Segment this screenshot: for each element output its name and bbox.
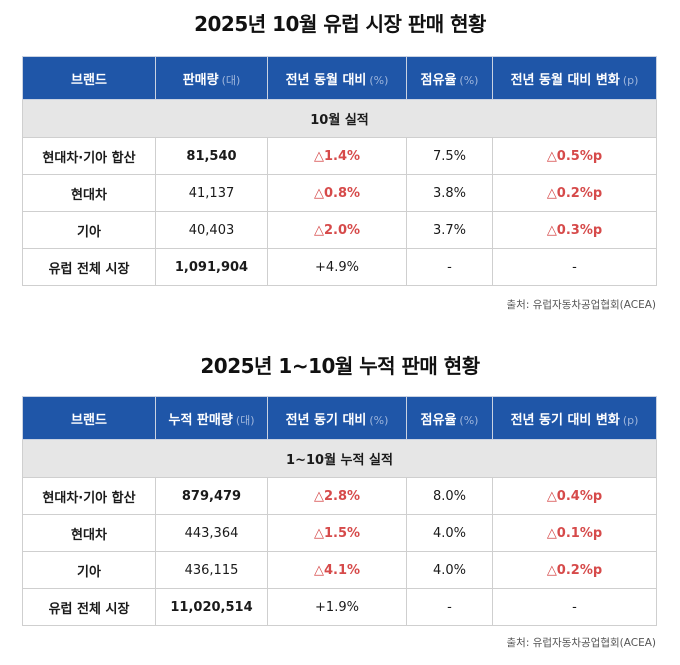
sales-cell: 1,091,904 xyxy=(155,248,268,286)
share-change-cell: △0.2%p xyxy=(492,174,657,212)
yoy-cell: +1.9% xyxy=(267,588,407,626)
share-change-cell: △0.5%p xyxy=(492,137,657,175)
share-change-cell: △0.4%p xyxy=(492,477,657,515)
sales-cell: 81,540 xyxy=(155,137,268,175)
share-cell: 3.7% xyxy=(406,211,493,249)
header-brand: 브랜드 xyxy=(22,56,156,100)
share-cell: 7.5% xyxy=(406,137,493,175)
header-share: 점유율 (%) xyxy=(406,56,493,100)
brand-cell: 현대차 xyxy=(22,174,156,212)
table-row: 기아 40,403 △2.0% 3.7% △0.3%p xyxy=(22,211,657,249)
share-cell: - xyxy=(406,588,493,626)
header-row: 브랜드 누적 판매량 (대) 전년 동기 대비 (%) 점유율 (%) 전년 동기 대… xyxy=(22,396,657,440)
table-row: 유럽 전체 시장 11,020,514 +1.9% - - xyxy=(22,588,657,626)
brand-cell: 현대차 xyxy=(22,514,156,552)
header-brand: 브랜드 xyxy=(22,396,156,440)
brand-cell: 기아 xyxy=(22,551,156,589)
share-change-cell: - xyxy=(492,248,657,286)
section-label: 10월 실적 xyxy=(22,99,657,138)
table-row: 기아 436,115 △4.1% 4.0% △0.2%p xyxy=(22,551,657,589)
section-label: 1~10월 누적 실적 xyxy=(22,439,657,478)
header-sales: 누적 판매량 (대) xyxy=(155,396,268,440)
share-cell: 8.0% xyxy=(406,477,493,515)
table-row: 현대차 443,364 △1.5% 4.0% △0.1%p xyxy=(22,514,657,552)
header-share-change: 전년 동월 대비 변화 (p) xyxy=(492,56,657,100)
table-row: 유럽 전체 시장 1,091,904 +4.9% - - xyxy=(22,248,657,286)
brand-cell: 현대차·기아 합산 xyxy=(22,137,156,175)
sales-cell: 41,137 xyxy=(155,174,268,212)
monthly-sales-title: 2025년 10월 유럽 시장 판매 현황 xyxy=(194,12,486,36)
yoy-cell: +4.9% xyxy=(267,248,407,286)
table-row: 현대차·기아 합산 81,540 △1.4% 7.5% △0.5%p xyxy=(22,137,657,175)
brand-cell: 현대차·기아 합산 xyxy=(22,477,156,515)
section-row: 10월 실적 xyxy=(22,99,657,138)
table-row: 현대차 41,137 △0.8% 3.8% △0.2%p xyxy=(22,174,657,212)
brand-cell: 기아 xyxy=(22,211,156,249)
share-cell: 4.0% xyxy=(406,551,493,589)
share-change-cell: △0.1%p xyxy=(492,514,657,552)
share-cell: 4.0% xyxy=(406,514,493,552)
brand-cell: 유럽 전체 시장 xyxy=(22,248,156,286)
cumulative-sales-table: 브랜드 누적 판매량 (대) 전년 동기 대비 (%) 점유율 (%) 전년 동기 대… xyxy=(22,396,657,626)
header-sales: 판매량 (대) xyxy=(155,56,268,100)
header-yoy: 전년 동기 대비 (%) xyxy=(267,396,407,440)
sales-cell: 436,115 xyxy=(155,551,268,589)
share-cell: 3.8% xyxy=(406,174,493,212)
table-row: 현대차·기아 합산 879,479 △2.8% 8.0% △0.4%p xyxy=(22,477,657,515)
share-change-cell: △0.2%p xyxy=(492,551,657,589)
header-yoy: 전년 동월 대비 (%) xyxy=(267,56,407,100)
header-share-change: 전년 동기 대비 변화 (p) xyxy=(492,396,657,440)
sales-cell: 11,020,514 xyxy=(155,588,268,626)
yoy-cell: △1.4% xyxy=(267,137,407,175)
cumulative-sales-title: 2025년 1~10월 누적 판매 현황 xyxy=(200,354,480,378)
yoy-cell: △1.5% xyxy=(267,514,407,552)
yoy-cell: △4.1% xyxy=(267,551,407,589)
yoy-cell: △2.0% xyxy=(267,211,407,249)
share-change-cell: - xyxy=(492,588,657,626)
yoy-cell: △0.8% xyxy=(267,174,407,212)
header-share: 점유율 (%) xyxy=(406,396,493,440)
sales-cell: 40,403 xyxy=(155,211,268,249)
header-row: 브랜드 판매량 (대) 전년 동월 대비 (%) 점유율 (%) 전년 동월 대비 변… xyxy=(22,56,657,100)
sales-cell: 443,364 xyxy=(155,514,268,552)
yoy-cell: △2.8% xyxy=(267,477,407,515)
share-change-cell: △0.3%p xyxy=(492,211,657,249)
share-cell: - xyxy=(406,248,493,286)
source-note: 출처: 유럽자동차공업협회(ACEA) xyxy=(506,299,656,311)
brand-cell: 유럽 전체 시장 xyxy=(22,588,156,626)
section-row: 1~10월 누적 실적 xyxy=(22,439,657,478)
source-note: 출처: 유럽자동차공업협회(ACEA) xyxy=(506,637,656,649)
sales-cell: 879,479 xyxy=(155,477,268,515)
monthly-sales-table: 브랜드 판매량 (대) 전년 동월 대비 (%) 점유율 (%) 전년 동월 대비 변… xyxy=(22,56,657,286)
